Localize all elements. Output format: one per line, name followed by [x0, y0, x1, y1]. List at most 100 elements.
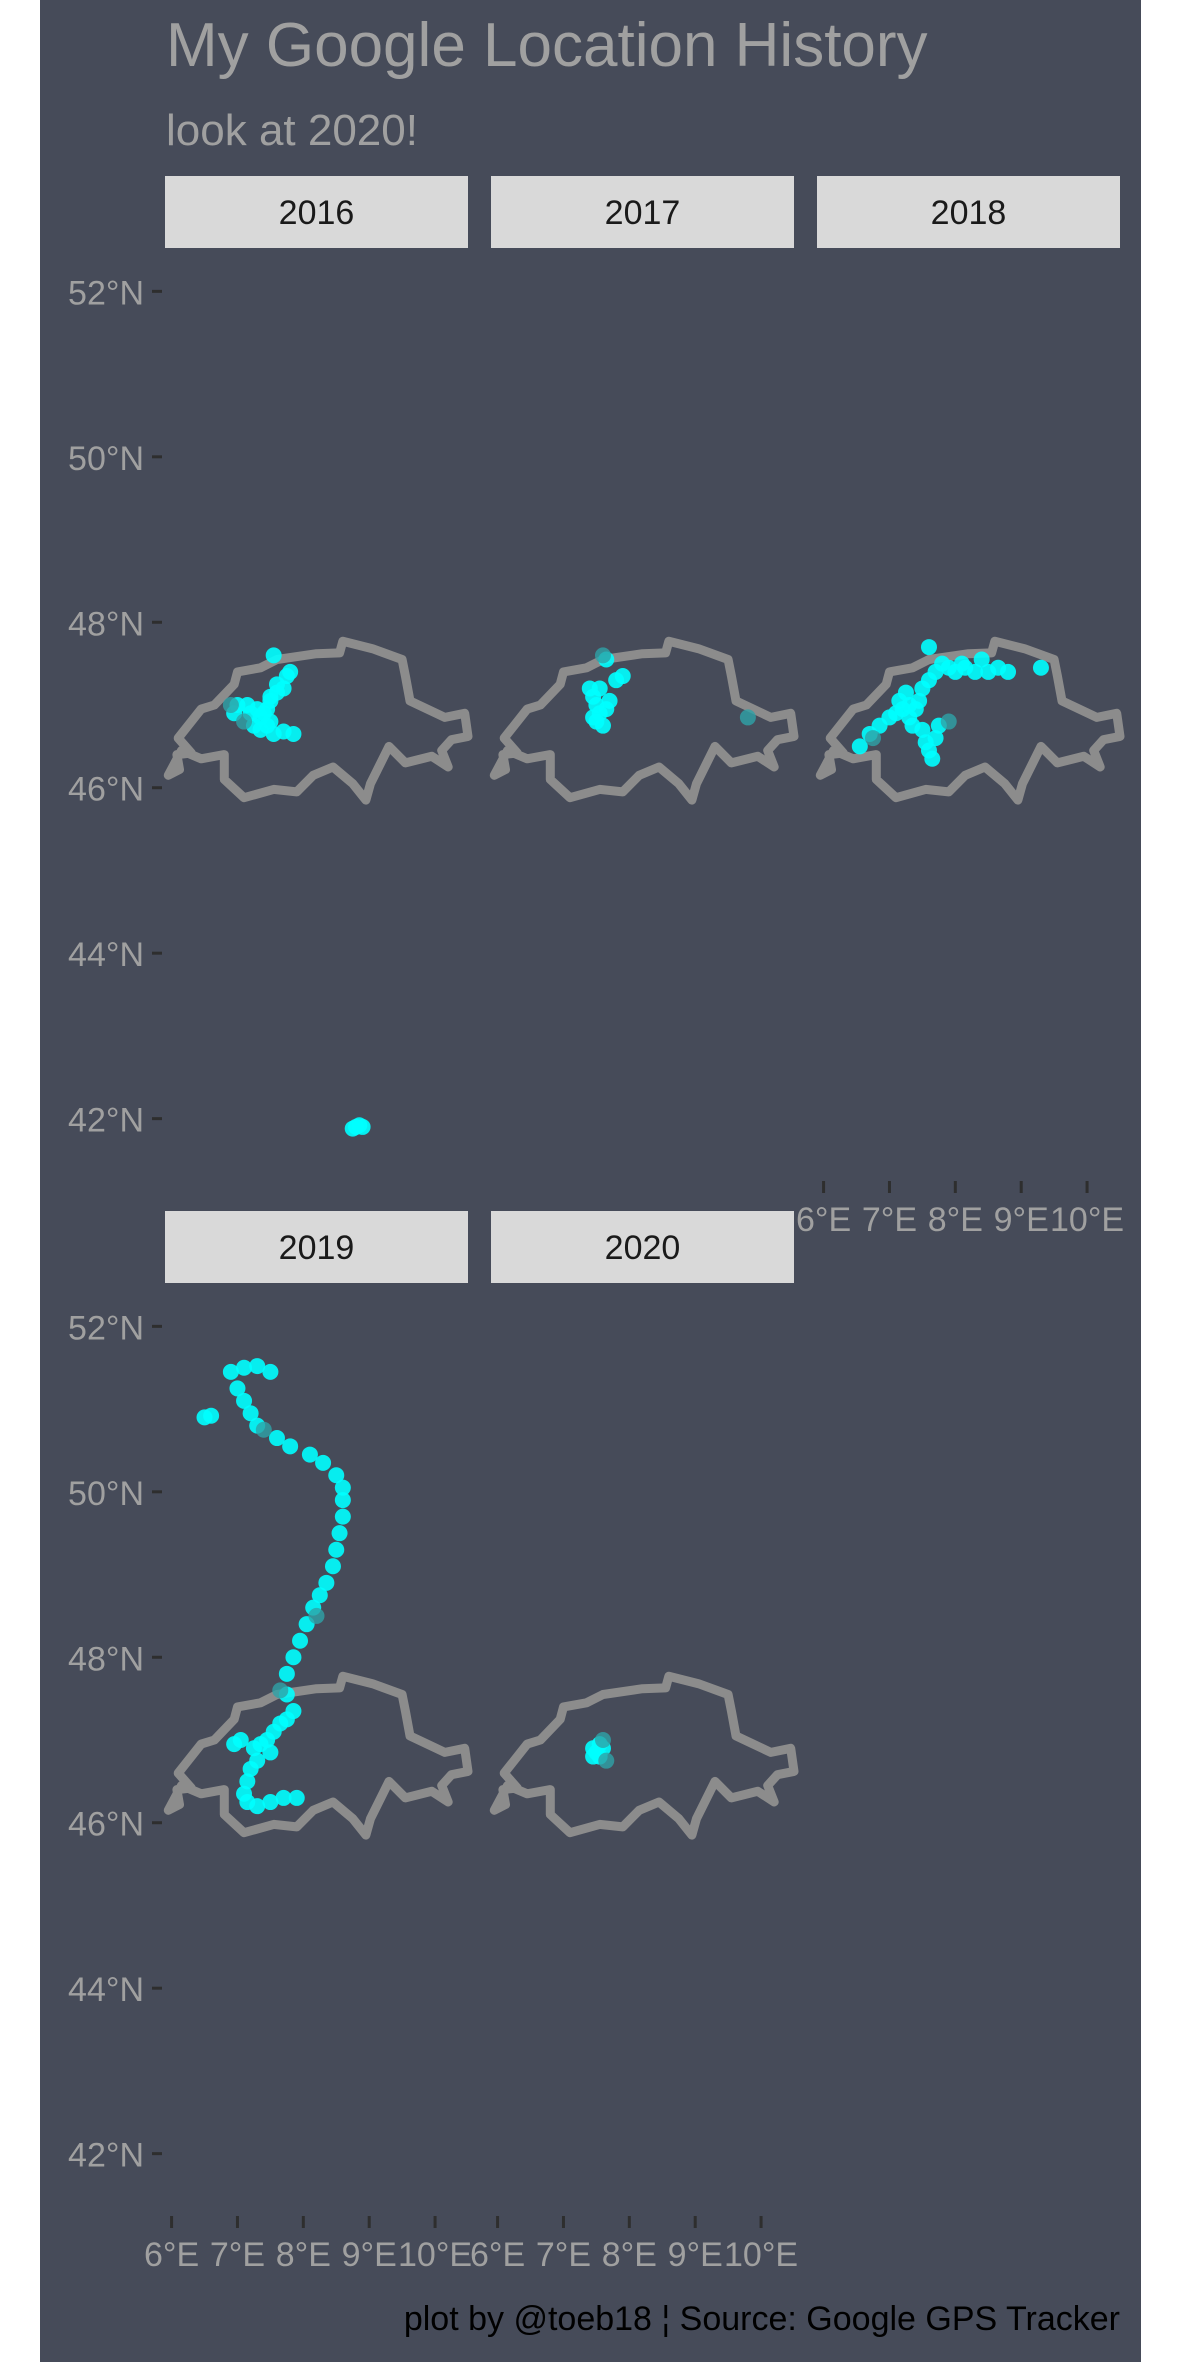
- facet-panel-2020: 2020: [489, 1211, 799, 1840]
- plot-background: [40, 0, 1141, 2362]
- y-tick-label: 48°N: [68, 1640, 144, 1678]
- location-point: [282, 1438, 299, 1455]
- location-point: [282, 663, 299, 680]
- y-tick-label: 42°N: [68, 2137, 144, 2175]
- location-point: [594, 717, 611, 734]
- location-point: [275, 1789, 292, 1806]
- facet-panel-2019: 2019: [163, 1211, 473, 1840]
- location-point: [262, 1794, 279, 1811]
- country-border: [163, 636, 473, 805]
- facet-strip-label: 2018: [931, 194, 1007, 232]
- location-point: [272, 1682, 289, 1699]
- facet-strip: [165, 1211, 468, 1283]
- location-point: [927, 730, 944, 747]
- location-point: [229, 1380, 246, 1397]
- y-tick-label: 44°N: [68, 1971, 144, 2009]
- facet-strip: [817, 176, 1120, 248]
- x-tick-label: 7°E: [536, 2236, 591, 2274]
- location-point: [911, 692, 928, 709]
- location-point: [226, 1736, 243, 1753]
- location-point: [1000, 663, 1017, 680]
- y-tick-label: 46°N: [68, 1806, 144, 1844]
- location-point: [324, 1558, 341, 1575]
- y-tick-label: 52°N: [68, 274, 144, 312]
- facet-strip: [491, 176, 794, 248]
- y-axes: 42°N 44°N 46°N 48°N 50°N 52°N 42°N 44°N 46°N 48°N…: [68, 274, 162, 2175]
- location-point: [268, 676, 285, 693]
- location-point: [242, 1760, 259, 1777]
- location-point: [262, 1744, 279, 1761]
- location-point: [249, 1358, 266, 1375]
- x-tick-label: 10°E: [398, 2236, 472, 2274]
- location-point: [601, 692, 618, 709]
- x-tick-label: 8°E: [928, 1201, 983, 1239]
- location-point: [308, 1607, 325, 1624]
- country-border: [815, 636, 1125, 805]
- location-point: [328, 1541, 345, 1558]
- x-tick-label: 8°E: [602, 2236, 657, 2274]
- location-point: [598, 1752, 615, 1769]
- chart-plot: My Google Location History look at 2020!…: [40, 0, 1141, 2362]
- location-point: [973, 651, 990, 668]
- location-point: [851, 738, 868, 755]
- location-point: [739, 709, 756, 726]
- x-tick-label: 9°E: [994, 1201, 1049, 1239]
- y-tick-label: 46°N: [68, 771, 144, 809]
- location-point: [864, 730, 881, 747]
- chart-subtitle: look at 2020!: [166, 106, 418, 155]
- x-axes: 6°E 7°E 8°E 9°E 10°E6°E 7°E 8°E 9°E 10°E6°E 7°E 8°…: [144, 1181, 1124, 2274]
- facet-strip-label: 2019: [279, 1229, 355, 1267]
- y-tick-label: 50°N: [68, 440, 144, 478]
- country-border: [163, 1671, 473, 1840]
- facet-panel-2017: 2017: [489, 176, 799, 805]
- location-point: [203, 1407, 220, 1424]
- location-point: [311, 1587, 328, 1604]
- x-tick-label: 9°E: [668, 2236, 723, 2274]
- location-point: [967, 663, 984, 680]
- location-point: [920, 639, 937, 656]
- facet-strip-label: 2017: [605, 194, 681, 232]
- location-point: [285, 1649, 302, 1666]
- location-point: [891, 692, 908, 709]
- facet-strip: [491, 1211, 794, 1283]
- x-tick-label: 6°E: [470, 2236, 525, 2274]
- location-point: [236, 713, 253, 730]
- x-tick-label: 7°E: [210, 2236, 265, 2274]
- location-point: [262, 688, 279, 705]
- y-tick-label: 52°N: [68, 1309, 144, 1347]
- facet-panel-2018: 2018: [815, 176, 1125, 805]
- y-tick-label: 48°N: [68, 605, 144, 643]
- y-tick-label: 50°N: [68, 1475, 144, 1513]
- location-point: [591, 680, 608, 697]
- location-point: [285, 1703, 302, 1720]
- chart-title: My Google Location History: [166, 11, 928, 80]
- location-point: [292, 1632, 309, 1649]
- location-point: [239, 1773, 256, 1790]
- location-point: [301, 1446, 318, 1463]
- location-point: [222, 1363, 239, 1380]
- location-point: [334, 1492, 351, 1509]
- x-tick-label: 6°E: [144, 2236, 199, 2274]
- location-point: [278, 1665, 295, 1682]
- location-point: [268, 1430, 285, 1447]
- x-tick-label: 10°E: [724, 2236, 798, 2274]
- facet-panels: 2016 2017 2018 2019 2020: [163, 176, 1125, 1840]
- country-border: [489, 1671, 799, 1840]
- y-tick-label: 44°N: [68, 936, 144, 974]
- location-point: [924, 750, 941, 767]
- location-point: [594, 647, 611, 664]
- location-point: [255, 1421, 272, 1438]
- location-point: [334, 1479, 351, 1496]
- location-point: [236, 1359, 253, 1376]
- location-point: [285, 725, 302, 742]
- facet-strip-label: 2016: [279, 194, 355, 232]
- location-point: [242, 1405, 259, 1422]
- y-tick-label: 42°N: [68, 1102, 144, 1140]
- location-point: [331, 1525, 348, 1542]
- x-tick-label: 8°E: [276, 2236, 331, 2274]
- location-point: [315, 1454, 332, 1471]
- location-point: [222, 697, 239, 713]
- x-tick-label: 7°E: [862, 1201, 917, 1239]
- facet-strip-label: 2020: [605, 1229, 681, 1267]
- location-point: [940, 713, 957, 730]
